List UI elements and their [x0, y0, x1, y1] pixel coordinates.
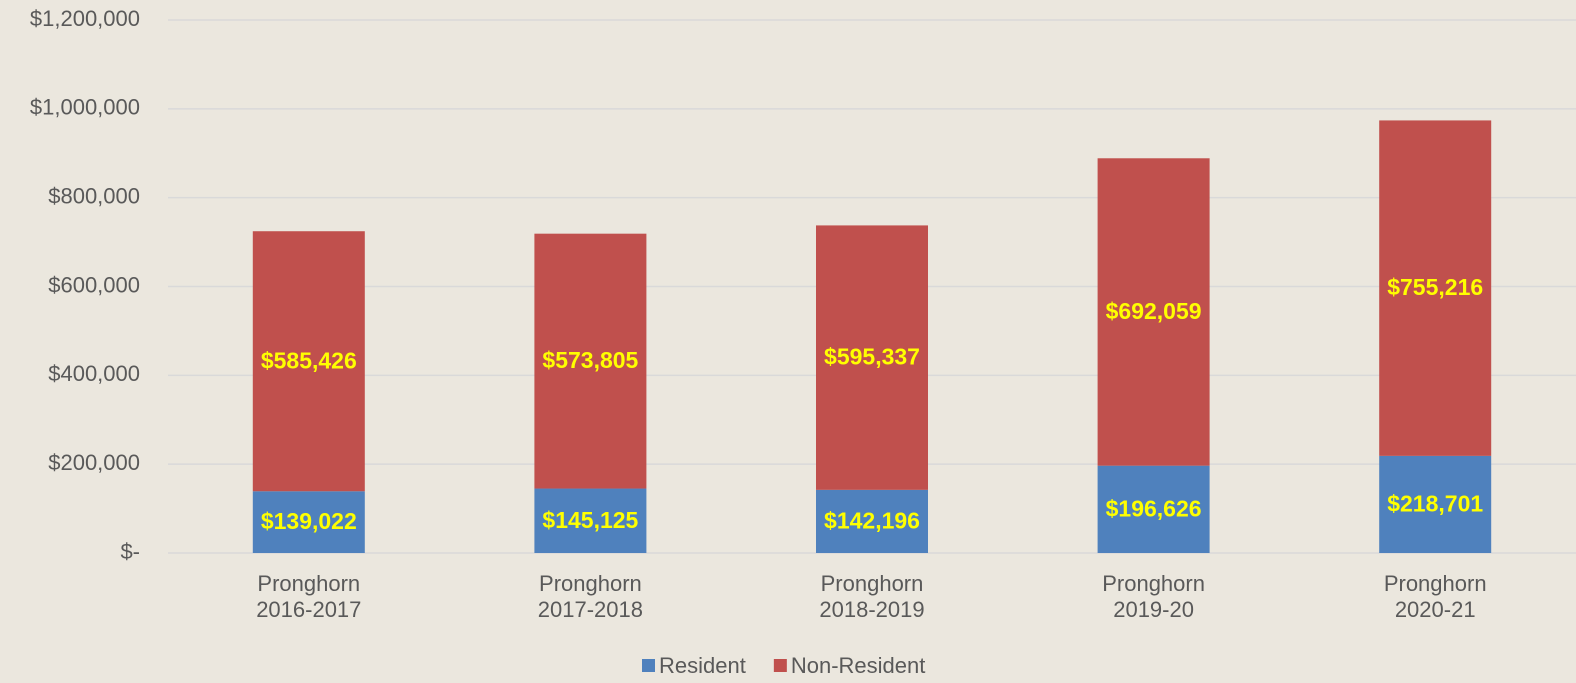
- y-tick-label: $400,000: [48, 361, 140, 386]
- data-label: $755,216: [1387, 274, 1483, 300]
- data-label: $218,701: [1387, 491, 1483, 517]
- bar-segment: [816, 225, 928, 490]
- data-label: $139,022: [261, 508, 357, 534]
- legend-swatch: [642, 659, 655, 672]
- data-label: $142,196: [824, 507, 920, 533]
- legend-label: Non-Resident: [791, 653, 926, 678]
- bar-segment: [534, 488, 647, 553]
- legend-label: Resident: [659, 653, 746, 678]
- data-label: $145,125: [542, 507, 638, 533]
- y-tick-label: $1,200,000: [30, 6, 140, 31]
- x-tick-label: Pronghorn 2017-2018: [538, 571, 643, 622]
- data-label: $196,626: [1106, 495, 1202, 521]
- legend-swatch: [773, 659, 787, 672]
- bar-segment: [1097, 158, 1210, 466]
- bar-segment: [816, 489, 928, 553]
- x-tick-label: Pronghorn 2019-20: [1102, 571, 1205, 622]
- bar-segment: [252, 231, 365, 492]
- bar-segment: [252, 491, 365, 553]
- y-tick-label: $600,000: [48, 272, 140, 297]
- y-tick-label: $-: [120, 539, 140, 564]
- y-tick-label: $800,000: [48, 183, 140, 208]
- data-label: $573,805: [542, 347, 638, 373]
- bar-segment: [1097, 465, 1210, 553]
- data-label: $595,337: [824, 344, 920, 370]
- x-tick-label: Pronghorn 2016-2017: [256, 571, 361, 622]
- data-label: $692,059: [1106, 298, 1202, 324]
- y-tick-label: $200,000: [48, 450, 140, 475]
- x-tick-label: Pronghorn 2020-21: [1384, 571, 1487, 622]
- bar-segment: [534, 233, 647, 489]
- y-tick-label: $1,000,000: [30, 95, 140, 120]
- bar-segment: [1379, 120, 1492, 456]
- x-tick-label: Pronghorn 2018-2019: [819, 571, 924, 622]
- data-label: $585,426: [261, 347, 357, 373]
- bar-segment: [1379, 455, 1492, 553]
